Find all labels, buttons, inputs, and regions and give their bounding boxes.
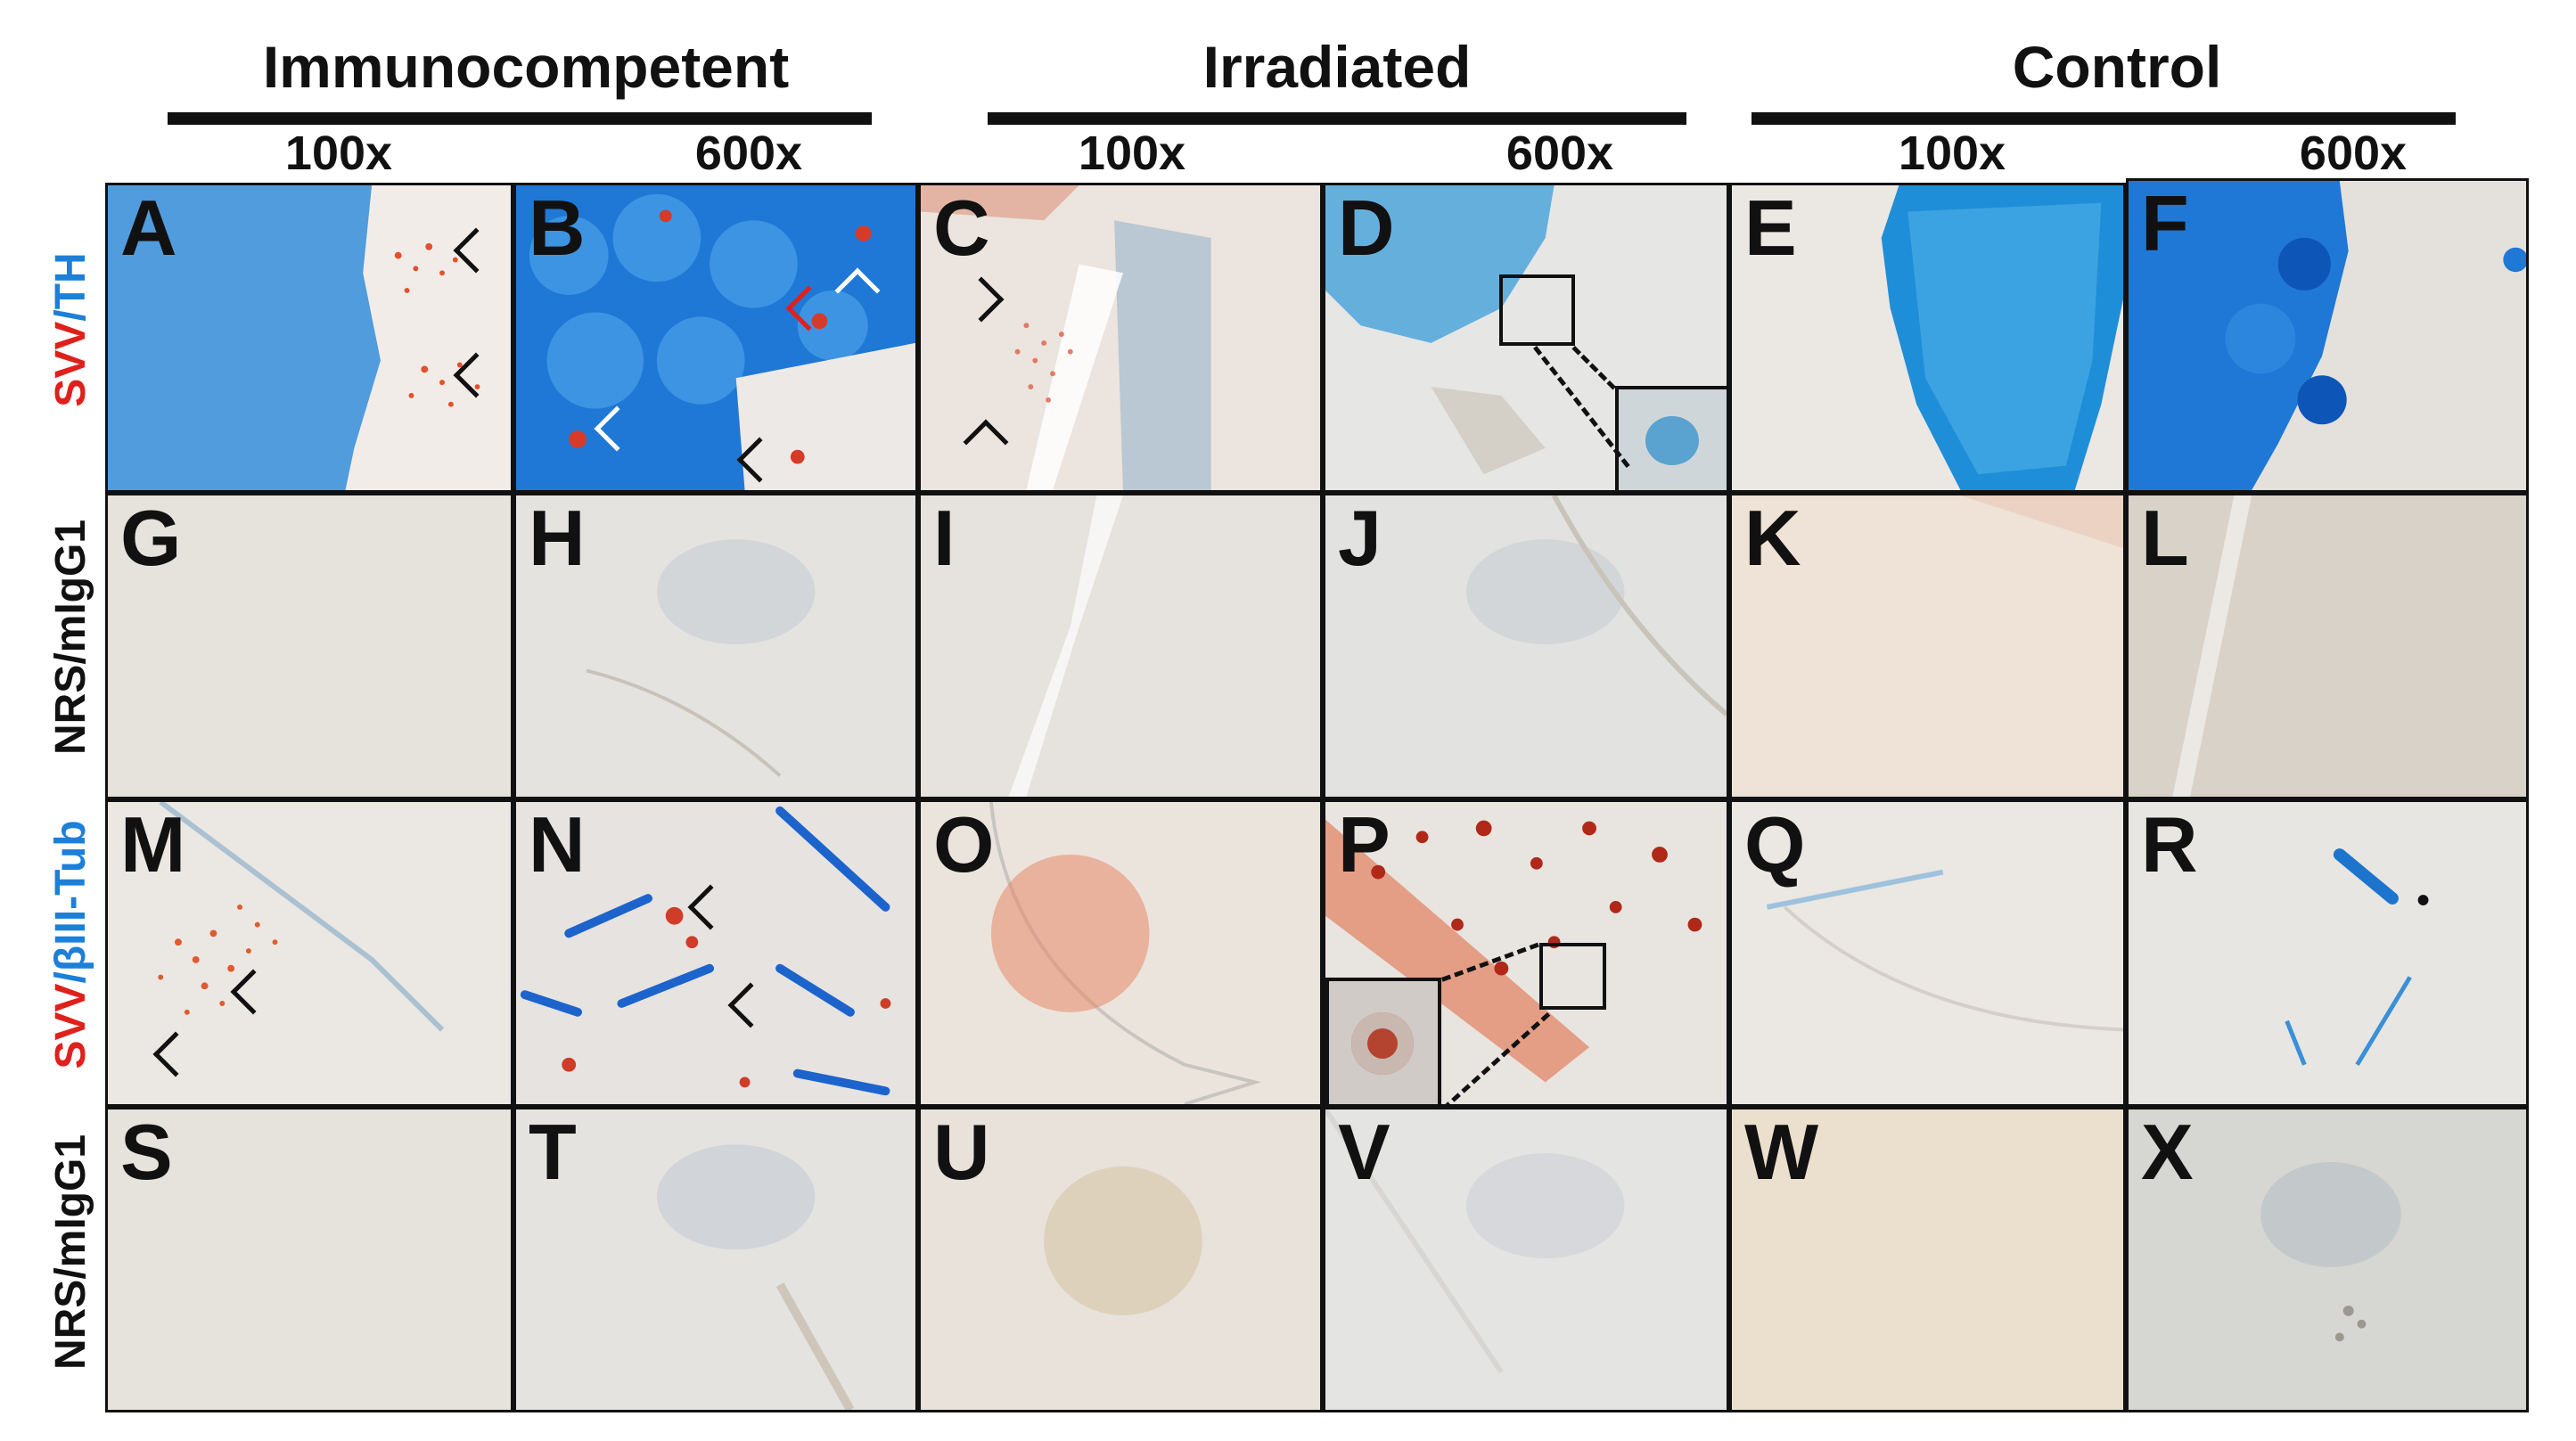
panel-letter-M: M [120,800,186,888]
micrograph-J [1465,495,1727,716]
panel-P: P [1323,799,1729,1107]
row-label-svv-biii-tub: SVV/βIII-Tub [47,820,94,1069]
micrograph-N [520,806,891,1096]
micrograph-X [2260,1161,2401,1342]
panel-V: V [1323,1107,1729,1412]
group-title-irradiated: Irradiated [1202,34,1472,100]
panel-J: J [1323,493,1729,799]
panel-E: E [1729,183,2126,493]
panel-H: H [513,493,918,799]
panel-F: F [2126,178,2529,493]
panel-letter-X: X [2141,1108,2194,1196]
label-slash: / [47,309,94,322]
group-bar-immunocompetent [168,112,872,125]
panel-U: U [918,1107,1323,1412]
panel-A: A [105,183,513,493]
micrograph-V [1325,1109,1625,1374]
mag-label-600x: 600x [694,127,803,180]
micrograph-D [1325,185,1727,490]
panel-O: O [918,799,1323,1107]
panel-Q: Q [1729,799,2126,1107]
panel-letter-V: V [1338,1108,1391,1196]
panel-letter-O: O [933,800,995,888]
zoom-region [1499,274,1575,346]
panel-W: W [1729,1107,2126,1412]
inset-cell [1351,1012,1414,1075]
group-title-immunocompetent: Immunocompetent [262,34,790,100]
row-label-nrs-migg1: NRS/mIgG1 [47,519,94,756]
mag-label-100x: 100x [1898,127,2006,180]
panel-letter-W: W [1744,1108,1819,1196]
micrograph-M [158,802,445,1032]
panel-letter-R: R [2141,800,2198,888]
micrograph-R [2285,848,2429,1067]
mag-label-100x: 100x [284,127,393,180]
panel-C: C [918,183,1323,493]
panel-letter-U: U [933,1108,990,1196]
panel-letter-A: A [120,184,177,272]
row-label-nrs-migg1: NRS/mIgG1 [47,1134,94,1371]
panel-letter-J: J [1338,494,1382,582]
panel-letter-C: C [933,184,990,272]
panel-T: T [513,1107,918,1412]
micrograph-O [989,802,1262,1104]
panel-M: M [105,799,513,1107]
panel-letter-P: P [1338,800,1391,888]
panel-D: D [1323,183,1729,493]
panel-X: X [2126,1107,2529,1412]
group-title-control: Control [2012,34,2222,100]
micrograph-P [1325,819,1702,1083]
group-bar-irradiated [988,112,1686,125]
mag-label-600x: 600x [1505,127,1614,180]
mag-label-100x: 100x [1078,127,1186,180]
micrograph-B [516,185,915,490]
biii-tub-label: βIII-Tub [47,820,94,972]
panel-letter-G: G [120,494,182,582]
panel-letter-E: E [1744,184,1797,272]
panel-letter-S: S [120,1108,173,1196]
row-label-svv-th: SVV/TH [47,252,94,407]
micrograph-T [656,1144,855,1410]
micrograph-U [1044,1166,1202,1315]
panel-letter-D: D [1338,184,1395,272]
panel-letter-B: B [529,184,586,272]
panel-L: L [2126,493,2529,799]
micrograph-C [921,185,1320,490]
panel-I: I [918,493,1323,799]
panel-B: B [513,183,918,493]
svv-label: SVV [47,983,94,1069]
panel-letter-K: K [1744,494,1801,582]
panel-G: G [105,493,513,799]
th-label: TH [47,252,94,310]
inset-zoom [1325,978,1441,1104]
panel-letter-L: L [2141,494,2189,582]
panel-R: R [2126,799,2529,1107]
micrograph-E [1732,185,2123,490]
panel-letter-Q: Q [1744,800,1806,888]
micrograph-Q [1766,869,2123,1032]
panel-letter-T: T [529,1108,577,1196]
group-bar-control [1752,112,2456,125]
micrograph-F [2129,181,2526,490]
panel-N: N [513,799,918,1107]
panel-letter-N: N [529,800,586,888]
panel-K: K [1729,493,2126,799]
label-slash: / [47,971,94,984]
svv-label: SVV [47,321,94,407]
panel-letter-F: F [2141,179,2189,267]
zoom-region [1539,943,1606,1010]
inset-zoom [1615,386,1727,490]
micrograph-H [586,539,816,777]
panel-letter-I: I [933,494,956,582]
micrograph-A [108,185,511,490]
micrograph-I [1008,495,1123,797]
micrograph-K [1801,495,2123,548]
micrograph-L [2172,495,2252,797]
mag-label-600x: 600x [2299,127,2408,180]
panel-S: S [105,1107,513,1412]
panel-letter-H: H [529,494,586,582]
inset-cell [1645,416,1699,465]
